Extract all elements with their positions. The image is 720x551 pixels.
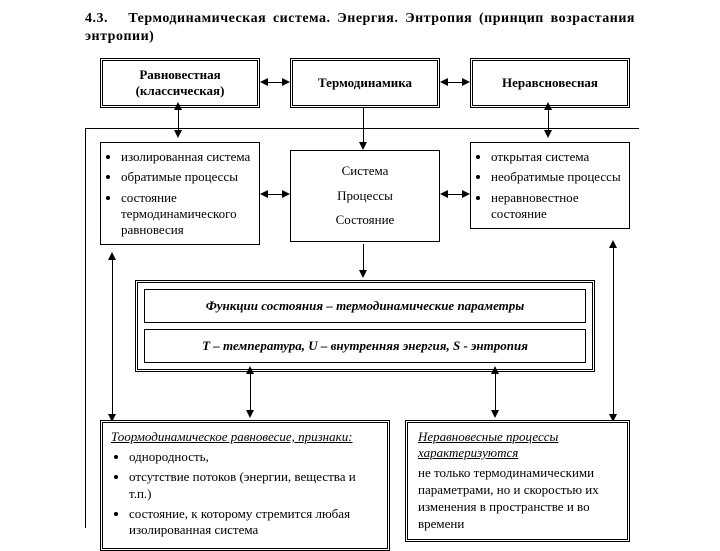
arrowhead-left-icon bbox=[440, 190, 448, 198]
bullet-list: открытая система необратимые процессы не… bbox=[491, 149, 625, 222]
list-item: состояние, к которому стремится любая из… bbox=[129, 506, 379, 539]
box-equilibrium: Равновестная (классическая) bbox=[100, 58, 260, 108]
list-item: открытая система bbox=[491, 149, 625, 165]
subheading: Неравновесные процессы характеризуются bbox=[418, 429, 617, 461]
label: Равновестная bbox=[107, 67, 253, 83]
list-item: обратимые процессы bbox=[121, 169, 255, 185]
label: Процессы bbox=[295, 184, 435, 209]
arrowhead-down-icon bbox=[359, 270, 367, 278]
section-number: 4.3. bbox=[85, 11, 108, 26]
connector bbox=[178, 108, 179, 132]
arrowhead-up-icon bbox=[108, 252, 116, 260]
connector bbox=[112, 258, 113, 416]
label: Неравсновесная bbox=[502, 75, 598, 90]
list-item: изолированная система bbox=[121, 149, 255, 165]
arrowhead-right-icon bbox=[462, 78, 470, 86]
arrowhead-right-icon bbox=[462, 190, 470, 198]
label: Система bbox=[295, 159, 435, 184]
arrowhead-up-icon bbox=[246, 366, 254, 374]
arrowhead-right-icon bbox=[282, 190, 290, 198]
bullet-list: изолированная система обратимые процессы… bbox=[121, 149, 255, 238]
label: Функции состояния – термодинамические па… bbox=[206, 298, 525, 313]
arrowhead-up-icon bbox=[174, 102, 182, 110]
body-text: не только термодинамическими параметрами… bbox=[418, 465, 617, 533]
list-item: неравновестное состояние bbox=[491, 190, 625, 223]
arrowhead-up-icon bbox=[491, 366, 499, 374]
label: Состояние bbox=[295, 208, 435, 233]
section-title: Термодинамическая система. Энергия. Энтр… bbox=[85, 11, 635, 44]
arrowhead-left-icon bbox=[440, 78, 448, 86]
connector bbox=[250, 372, 251, 412]
arrowhead-left-icon bbox=[260, 78, 268, 86]
list-item: однородность, bbox=[129, 449, 379, 465]
section-heading: 4.3. Термодинамическая система. Энергия.… bbox=[85, 10, 635, 46]
connector bbox=[448, 194, 462, 195]
list-item: отсутствие потоков (энергии, вещества и … bbox=[129, 469, 379, 502]
state-functions-body: T – температура, U – внутренняя энергия,… bbox=[144, 329, 586, 363]
box-center-system: Система Процессы Состояние bbox=[290, 150, 440, 242]
box-nonequilibrium-processes: Неравновесные процессы характеризуются н… bbox=[405, 420, 630, 542]
connector bbox=[613, 246, 614, 416]
box-nonequilibrium: Неравсновесная bbox=[470, 58, 630, 108]
arrowhead-down-icon bbox=[491, 410, 499, 418]
connector bbox=[268, 82, 282, 83]
connector bbox=[548, 108, 549, 132]
label: T – температура, U – внутренняя энергия,… bbox=[202, 338, 528, 353]
box-left-properties: изолированная система обратимые процессы… bbox=[100, 142, 260, 245]
list-item: необратимые процессы bbox=[491, 169, 625, 185]
arrowhead-up-icon bbox=[609, 240, 617, 248]
arrowhead-down-icon bbox=[246, 410, 254, 418]
box-thermodynamics: Термодинамика bbox=[290, 58, 440, 108]
label: (классическая) bbox=[107, 83, 253, 99]
arrowhead-down-icon bbox=[174, 130, 182, 138]
arrowhead-up-icon bbox=[544, 102, 552, 110]
connector bbox=[495, 372, 496, 412]
subheading: Тоормодинамическое равновесие, признаки: bbox=[111, 429, 379, 445]
label: Термодинамика bbox=[318, 75, 412, 90]
connector bbox=[363, 244, 364, 272]
connector bbox=[268, 194, 282, 195]
arrowhead-right-icon bbox=[282, 78, 290, 86]
list-item: состояние термодинамического равновесия bbox=[121, 190, 255, 239]
box-state-functions: Функции состояния – термодинамические па… bbox=[135, 280, 595, 372]
state-functions-header: Функции состояния – термодинамические па… bbox=[144, 289, 586, 323]
arrowhead-left-icon bbox=[260, 190, 268, 198]
box-equilibrium-signs: Тоормодинамическое равновесие, признаки:… bbox=[100, 420, 390, 551]
connector bbox=[363, 108, 364, 144]
arrowhead-down-icon bbox=[359, 142, 367, 150]
arrowhead-down-icon bbox=[544, 130, 552, 138]
bullet-list: однородность, отсутствие потоков (энерги… bbox=[129, 449, 379, 538]
connector bbox=[448, 82, 462, 83]
box-right-properties: открытая система необратимые процессы не… bbox=[470, 142, 630, 229]
